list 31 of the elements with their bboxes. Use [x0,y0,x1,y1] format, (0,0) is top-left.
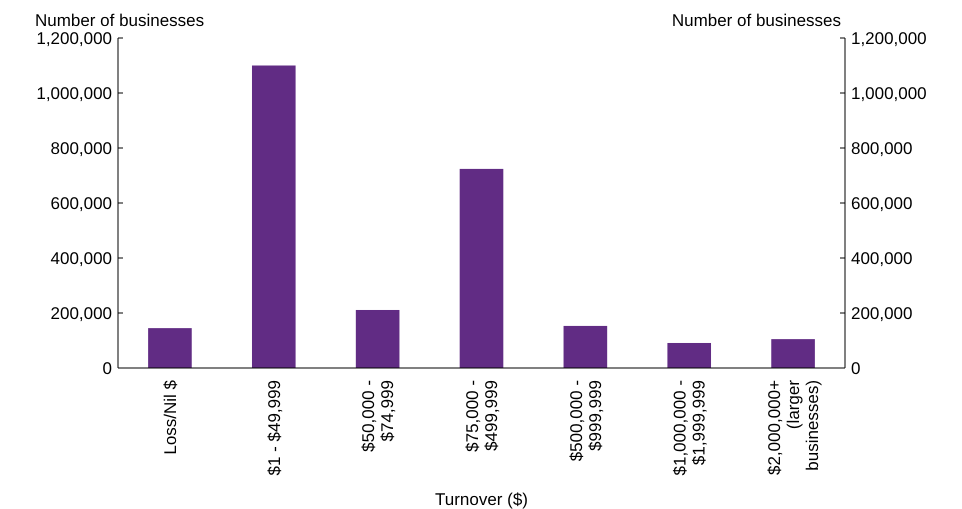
bar [771,339,815,368]
bar [356,310,400,368]
x-axis-title: Turnover ($) [435,490,528,509]
y-tick-label: 1,000,000 [36,84,112,103]
x-tick-label: $500,000 - $999,999 [566,380,605,462]
y2-tick-label: 800,000 [851,138,912,158]
y2-tick-label: 1,000,000 [851,84,927,103]
y2-tick-label: 400,000 [851,248,912,268]
y2-tick-label: 0 [851,358,860,378]
y-tick-label: 400,000 [50,248,112,268]
y-axis-title: Number of businesses [35,11,204,30]
y-tick-label: 800,000 [50,138,112,158]
y2-tick-label: 600,000 [851,194,912,213]
x-tick-label: $1,000,000 - $1,999,999 [670,380,709,476]
bar [667,342,712,368]
bar [460,168,504,368]
y2-tick-label: 1,200,000 [851,28,927,48]
bar [564,326,608,368]
x-tick-label: $1 - $49,999 [264,380,284,476]
x-tick-label: Loss/Nil $ [160,379,180,455]
y2-axis-title: Number of businesses [672,11,841,30]
y-tick-label: 600,000 [50,194,112,213]
bar [252,66,296,368]
x-tick-label: $75,000 - $499,999 [463,380,501,452]
y-tick-label: 1,200,000 [36,28,112,48]
y-tick-label: 0 [102,358,112,378]
bar [148,328,192,368]
y2-tick-label: 200,000 [851,304,912,323]
x-tick-label: $50,000 - $74,999 [359,380,398,452]
x-tick-label: $2,000,000+ (larger businesses) [765,380,822,476]
y-tick-label: 200,000 [50,304,112,323]
